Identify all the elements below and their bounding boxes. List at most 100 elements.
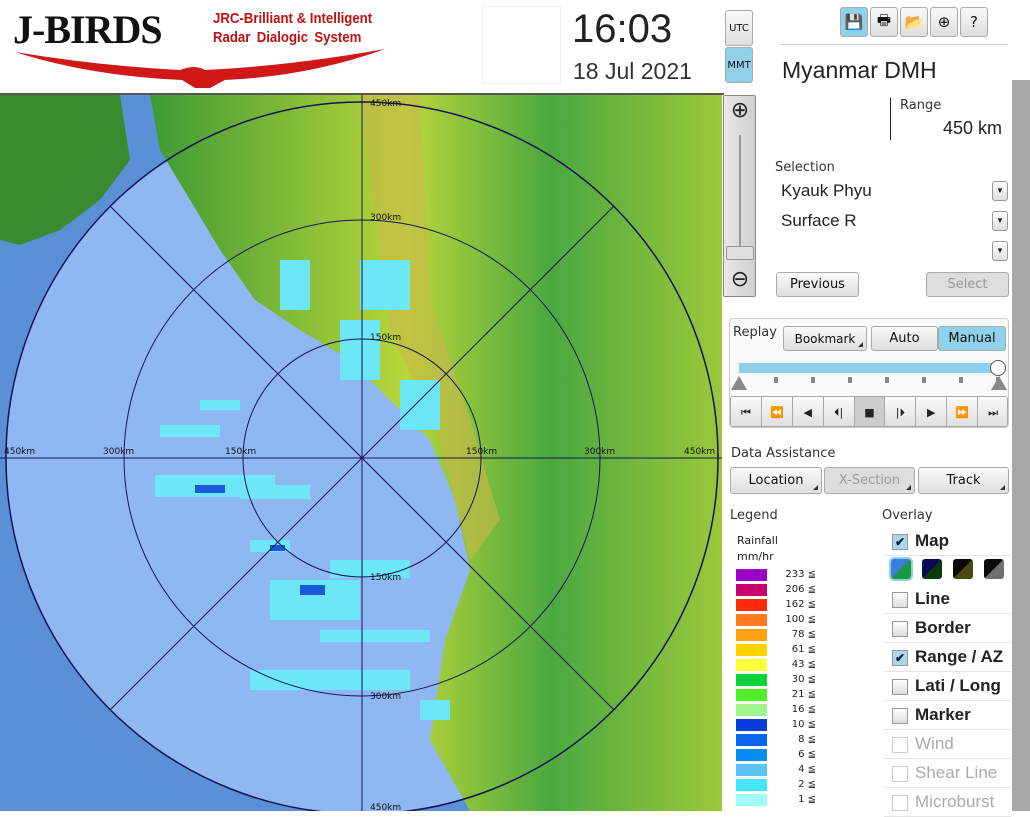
- legend-title-2: mm/hr: [737, 550, 774, 563]
- auto-button[interactable]: Auto: [871, 326, 938, 351]
- map-top-border: [0, 93, 724, 95]
- station-select[interactable]: Kyauk Phyu ▼: [775, 178, 1009, 205]
- folder-button[interactable]: 📂: [900, 7, 928, 37]
- checkbox[interactable]: [892, 708, 908, 724]
- land-west: [0, 95, 130, 245]
- overlay-wind[interactable]: Wind: [884, 731, 1011, 759]
- third-select[interactable]: ▼: [775, 238, 1009, 265]
- range-label-n450: 450km: [370, 99, 401, 109]
- back-button[interactable]: ◀: [792, 397, 824, 426]
- timeline-tick: [811, 377, 815, 383]
- legend-item: 78 ≦: [736, 629, 816, 641]
- range-divider: [890, 98, 891, 140]
- legend-swatch: [736, 584, 767, 596]
- overlay-marker[interactable]: Marker: [884, 702, 1011, 730]
- overlay-shear-line[interactable]: Shear Line: [884, 760, 1011, 788]
- fast-back-button[interactable]: ⏪: [761, 397, 793, 426]
- checkbox[interactable]: ✔: [892, 534, 908, 550]
- utc-button[interactable]: UTC: [725, 10, 753, 46]
- legend-swatch: [736, 689, 767, 701]
- map-style-swatch[interactable]: [953, 559, 973, 579]
- start-marker-icon[interactable]: [731, 376, 747, 390]
- scrollbar-strip[interactable]: [1012, 80, 1030, 811]
- logo-subtitle-1: JRC-Brilliant & Intelligent: [213, 10, 373, 27]
- print-button[interactable]: 🖶: [870, 7, 898, 37]
- replay-timeline[interactable]: [739, 363, 1001, 373]
- checkbox[interactable]: [892, 621, 908, 637]
- first-button[interactable]: ⏮: [731, 397, 762, 426]
- product-value: Surface R: [781, 211, 857, 230]
- legend-value: 43 ≦: [791, 659, 816, 670]
- checkbox[interactable]: [892, 766, 908, 782]
- range-label-w450: 450km: [4, 447, 35, 457]
- overlay-label: Overlay: [882, 508, 933, 523]
- legend-value: 233 ≦: [785, 569, 816, 580]
- legend-swatch: [736, 794, 767, 806]
- legend-value: 2 ≦: [798, 779, 816, 790]
- save-button[interactable]: 💾: [840, 7, 868, 37]
- legend-swatch: [736, 779, 767, 791]
- bookmark-button[interactable]: Bookmark: [783, 326, 867, 351]
- select-button[interactable]: Select: [926, 272, 1009, 297]
- help-button[interactable]: ?: [960, 7, 988, 37]
- range-label-e300: 300km: [584, 447, 615, 457]
- legend-value: 4 ≦: [798, 764, 816, 775]
- chevron-down-icon[interactable]: ▼: [992, 211, 1008, 231]
- overlay-border[interactable]: Border: [884, 615, 1011, 643]
- zoom-slider-handle[interactable]: [726, 246, 754, 260]
- track-button[interactable]: Track: [918, 467, 1009, 494]
- location-button[interactable]: Location: [730, 467, 822, 494]
- overlay-lati-long[interactable]: Lati / Long: [884, 673, 1011, 701]
- overlay-item-label: Line: [915, 589, 950, 608]
- timeline-handle[interactable]: [990, 360, 1006, 376]
- chevron-down-icon[interactable]: ▼: [992, 241, 1008, 261]
- checkbox[interactable]: [892, 679, 908, 695]
- overlay-map[interactable]: ✔ Map: [884, 528, 1011, 556]
- legend-swatch: [736, 764, 767, 776]
- selection-label: Selection: [775, 160, 835, 175]
- map-style-swatch[interactable]: [984, 559, 1004, 579]
- legend-swatch: [736, 644, 767, 656]
- step-forward-button[interactable]: |⏵: [885, 397, 917, 426]
- legend-swatch: [736, 659, 767, 671]
- zoom-track[interactable]: [739, 135, 741, 250]
- logo: J-BIRDS JRC-Brilliant & Intelligent Rada…: [10, 4, 390, 90]
- legend-value: 16 ≦: [791, 704, 816, 715]
- manual-button[interactable]: Manual: [938, 326, 1006, 351]
- checkbox[interactable]: [892, 592, 908, 608]
- range-label-n300: 300km: [370, 213, 401, 223]
- station-value: Kyauk Phyu: [781, 181, 872, 200]
- checkbox[interactable]: [892, 795, 908, 811]
- zoom-in-icon[interactable]: ⊕: [730, 98, 750, 123]
- previous-button[interactable]: Previous: [776, 272, 859, 297]
- overlay-range-az[interactable]: ✔ Range / AZ: [884, 644, 1011, 672]
- zoom-out-icon[interactable]: ⊖: [730, 267, 750, 292]
- range-label: Range: [900, 98, 942, 113]
- legend-item: 4 ≦: [736, 764, 816, 776]
- checkbox[interactable]: ✔: [892, 650, 908, 666]
- end-marker-icon[interactable]: [991, 376, 1007, 390]
- legend-item: 2 ≦: [736, 779, 816, 791]
- legend-value: 78 ≦: [791, 629, 816, 640]
- stop-button[interactable]: ■: [854, 397, 886, 426]
- map-style-swatch[interactable]: [922, 559, 942, 579]
- product-select[interactable]: Surface R ▼: [775, 208, 1009, 235]
- fast-forward-button[interactable]: ⏩: [947, 397, 979, 426]
- overlay-item-label: Shear Line: [915, 763, 998, 782]
- x-section-button[interactable]: X-Section: [824, 467, 915, 494]
- overlay-microburst[interactable]: Microburst: [884, 789, 1011, 817]
- checkbox[interactable]: [892, 737, 908, 753]
- last-button[interactable]: ⏭: [978, 397, 1007, 426]
- radar-map[interactable]: 450km 300km 150km 150km 300km 450km 450k…: [0, 95, 722, 811]
- legend-swatch: [736, 569, 767, 581]
- mmt-button[interactable]: MMT: [725, 47, 753, 83]
- legend-item: 1 ≦: [736, 794, 816, 806]
- play-button[interactable]: ▶: [916, 397, 948, 426]
- step-back-button[interactable]: ⏴|: [823, 397, 855, 426]
- range-label-e450: 450km: [684, 447, 715, 457]
- add-window-button[interactable]: ⊕: [930, 7, 958, 37]
- folder-icon: 📂: [904, 13, 924, 31]
- chevron-down-icon[interactable]: ▼: [992, 181, 1008, 201]
- overlay-line[interactable]: Line: [884, 586, 1011, 614]
- map-style-swatch[interactable]: [889, 557, 913, 581]
